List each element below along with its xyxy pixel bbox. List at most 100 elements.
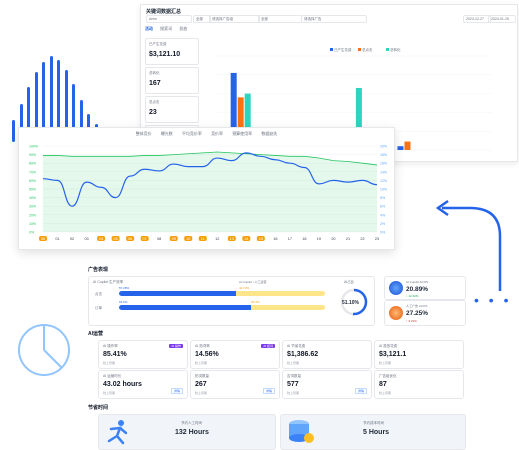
legend-label: 总点击	[362, 47, 373, 52]
x-tick-label: 17	[288, 237, 292, 241]
row-pct: 57.28%	[119, 286, 130, 290]
x-badge	[227, 236, 236, 241]
start-date[interactable]: 2023-12-27	[463, 15, 491, 23]
stat-label: AI 拓词率	[195, 344, 210, 348]
x-tick-label: 22	[360, 237, 364, 241]
legend-item[interactable]: 曝光数	[160, 131, 173, 136]
type-select[interactable]: 全部	[258, 15, 302, 23]
stat-value: 43.02 hours	[103, 381, 142, 388]
stat-value: $1,386.62	[287, 351, 319, 358]
deco-bar	[57, 60, 60, 142]
time-value: 132 Hours	[175, 429, 209, 436]
detail-button[interactable]: 详情	[170, 388, 183, 394]
time-label: 节约人工时间	[181, 421, 202, 425]
x-badge	[126, 236, 135, 241]
legend-item[interactable]: 平均竞价率	[181, 131, 202, 136]
kpi-card: 已产生花费 $3,121.10	[145, 38, 199, 65]
acos-label: AI Copilot ACOS	[406, 280, 429, 284]
acos-value: 20.89%	[406, 286, 429, 293]
tab-campaign[interactable]: 活动	[145, 26, 153, 31]
panel-title: 关键词数据汇总	[146, 9, 182, 15]
stat-card: 广告组优化 87 较上周期	[374, 370, 464, 399]
y2-tick-label: 18%	[380, 153, 387, 157]
x-badge	[256, 236, 265, 241]
acos-change: ↓ 12.34%	[406, 294, 419, 298]
legend-item[interactable]: 整体竞价	[135, 131, 152, 136]
bar	[355, 87, 362, 150]
ai-avatar-icon	[389, 281, 403, 295]
stat-card: 否词数量 577 较上周期 详情	[282, 370, 372, 399]
deco-bar	[27, 87, 30, 142]
stat-card: 拓词数量 267 较上周期 详情	[190, 370, 280, 399]
deco-bar	[79, 100, 83, 142]
x-tick-label: 12	[215, 237, 219, 241]
kpi-value: $3,121.10	[149, 51, 181, 58]
x-tick-label: 30	[41, 237, 45, 241]
deco-bar	[72, 84, 75, 142]
stat-sub: 较上周期	[379, 391, 392, 395]
end-date[interactable]: 2024-01-25	[488, 15, 516, 23]
x-tick-label: 07	[143, 237, 147, 241]
x-badge	[169, 236, 178, 241]
y-tick-label: 0%	[29, 231, 34, 235]
y2-tick-label: 4%	[380, 213, 385, 217]
bar	[244, 93, 251, 150]
x-badge	[111, 236, 120, 241]
store-select[interactable]: Anim	[146, 15, 192, 23]
stat-sub: 较上周期	[287, 361, 300, 365]
stat-label: 否词数量	[287, 374, 301, 378]
deco-bar	[42, 62, 45, 142]
tab-search-term[interactable]: 搜索词	[160, 26, 173, 31]
stat-badge: AI 拓词	[261, 344, 275, 348]
adgroup-select[interactable]: 请选择广告组	[209, 15, 260, 23]
stat-label: AI 节省花费	[287, 344, 306, 348]
area-fill	[43, 152, 377, 232]
stat-value: 267	[195, 381, 207, 388]
x-tick-label: 21	[346, 237, 350, 241]
x-tick-label: 11	[201, 237, 205, 241]
deco-bar	[64, 70, 68, 142]
stat-label: AI 操作率	[103, 344, 118, 348]
y2-tick-label: 8%	[380, 196, 385, 200]
campaign-select[interactable]: 全部	[193, 15, 211, 23]
ai-share-value: 51.10%	[342, 300, 359, 306]
ad-select[interactable]: 请选择广告	[301, 15, 367, 23]
y2-tick-label: 6%	[380, 205, 385, 209]
y2-tick-label: 2%	[380, 222, 385, 226]
kpi-value: 167	[149, 80, 161, 87]
legend-item[interactable]: 数据缺失	[261, 131, 278, 136]
x-tick-label: 09	[172, 237, 176, 241]
y2-tick-label: 0%	[380, 231, 385, 235]
tab-targeting[interactable]: 投放	[179, 26, 188, 31]
stat-value: 87	[379, 381, 387, 388]
x-tick-label: 19	[317, 237, 321, 241]
x-badge	[97, 236, 106, 241]
x-tick-label: 14	[244, 237, 248, 241]
progress-bar	[119, 305, 325, 310]
bar	[230, 72, 237, 150]
ai-share-ring	[340, 288, 368, 316]
stat-label: AI 运营时长	[103, 374, 122, 378]
x-tick-label: 04	[99, 237, 103, 241]
detail-button[interactable]: 详情	[354, 388, 367, 394]
legend-item[interactable]: 竞价率	[211, 131, 224, 136]
manual-avatar-icon	[389, 306, 403, 320]
x-badge	[198, 236, 207, 241]
y-tick-label: 40%	[29, 196, 36, 200]
section-title: 广告表现	[88, 267, 109, 273]
x-tick-label: 02	[70, 237, 74, 241]
ad-performance-panel: 广告表现 AI Copilot 生产效率 AI Copilot / 人工运营 点…	[88, 262, 468, 450]
stat-label: AI 投放花费	[379, 344, 398, 348]
deco-bar	[49, 56, 53, 142]
acos-card-ai: AI Copilot ACOS 20.89% ↓ 12.34%	[384, 276, 466, 300]
row-label: 订单	[95, 306, 102, 310]
series-line	[42, 152, 378, 207]
stat-sub: 较上周期	[287, 391, 300, 395]
y-tick-label: 80%	[29, 162, 36, 166]
detail-button[interactable]: 详情	[262, 388, 275, 394]
progress-fill	[119, 305, 251, 310]
bar	[237, 97, 244, 150]
legend-item[interactable]: 预算使用率	[232, 131, 253, 136]
acos-card-manual: 人工广告 ACOS 27.25% ↑ 3.21%	[384, 300, 466, 326]
card-legend: AI Copilot / 人工运营	[239, 280, 267, 284]
